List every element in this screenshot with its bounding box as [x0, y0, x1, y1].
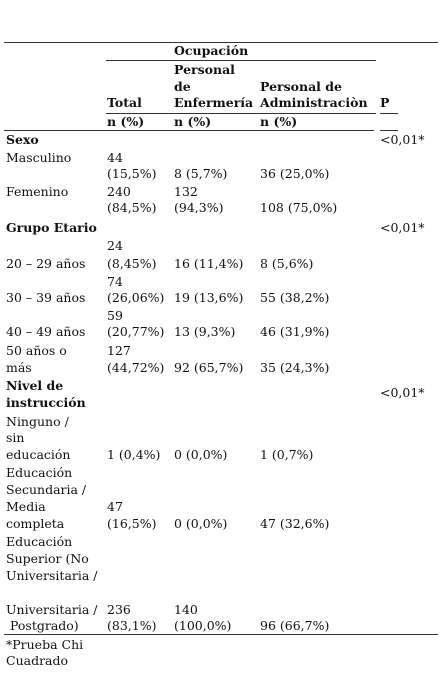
cell-total: (8,45%): [107, 256, 157, 271]
cell-total: (15,5%): [107, 166, 157, 181]
row-label: Secundaria /: [6, 482, 87, 497]
row-label: Ninguno /: [6, 414, 69, 429]
col-adm-header-l2: Personal de: [260, 79, 342, 94]
row-label: sin: [6, 430, 25, 445]
subheader-rule: [4, 130, 374, 131]
bottom-rule: [4, 634, 438, 635]
row-label: Media: [6, 499, 46, 514]
section-title-nivel: Nivel de: [6, 378, 64, 393]
cell-enf: 0 (0,0%): [174, 447, 228, 462]
cell-total: 127: [107, 343, 131, 358]
row-label: Universitaria /: [6, 602, 98, 617]
row-label: 20 – 29 años: [6, 256, 86, 271]
group-header: Ocupación: [174, 43, 249, 58]
col-enf-sub: n (%): [174, 114, 212, 129]
cell-enf: 19 (13,6%): [174, 290, 244, 305]
row-label: Educación: [6, 534, 73, 549]
row-label: Postgrado): [6, 618, 79, 633]
row-label: Superior (No: [6, 551, 89, 566]
section-title-grupo-etario: Grupo Etario: [6, 220, 97, 235]
section-title-sexo: Sexo: [6, 132, 39, 147]
cell-total: 24: [107, 238, 123, 253]
cell-enf: 132: [174, 184, 198, 199]
cell-total: 47: [107, 499, 123, 514]
cell-adm: 55 (38,2%): [260, 290, 330, 305]
section-p-sexo: <0,01*: [380, 132, 425, 147]
cell-total: 1 (0,4%): [107, 447, 161, 462]
cell-adm: 46 (31,9%): [260, 324, 330, 339]
row-label: completa: [6, 516, 65, 531]
col-adm-header-l3: Administraciòn: [260, 95, 368, 110]
col-enf-header-l2: de: [174, 79, 191, 94]
ocupacion-rule: [106, 60, 376, 61]
row-label: 40 – 49 años: [6, 324, 86, 339]
cell-adm: 108 (75,0%): [260, 200, 338, 215]
row-label: 50 años o: [6, 343, 67, 358]
cell-enf: 16 (11,4%): [174, 256, 244, 271]
col-adm-sub: n (%): [260, 114, 298, 129]
row-label: Femenino: [6, 184, 69, 199]
header-rule: [106, 113, 376, 114]
footnote: Cuadrado: [6, 653, 69, 668]
cell-total: (84,5%): [107, 200, 157, 215]
header-rule-p: [380, 113, 398, 114]
cell-enf: 92 (65,7%): [174, 360, 244, 375]
cell-total: (16,5%): [107, 516, 157, 531]
cell-total: (44,72%): [107, 360, 165, 375]
subheader-rule-p: [380, 130, 398, 131]
row-label: más: [6, 360, 32, 375]
cell-total: 74: [107, 274, 123, 289]
cell-adm: 35 (24,3%): [260, 360, 330, 375]
row-label: Universitaria /: [6, 568, 98, 583]
section-p-nivel: <0,01*: [380, 385, 425, 400]
col-p-header: P: [380, 95, 390, 110]
row-label: educación: [6, 447, 71, 462]
cell-total: (26,06%): [107, 290, 165, 305]
col-enf-header-l1: Personal: [174, 62, 235, 77]
section-p-grupo-etario: <0,01*: [380, 220, 425, 235]
cell-total: 44: [107, 150, 123, 165]
cell-total: (20,77%): [107, 324, 165, 339]
top-rule: [4, 42, 438, 43]
col-total-header: Total: [107, 95, 142, 110]
cell-enf: 140: [174, 602, 198, 617]
row-label: Masculino: [6, 150, 72, 165]
cell-enf: (94,3%): [174, 200, 224, 215]
col-enf-header-l3: Enfermería: [174, 95, 254, 110]
footnote: *Prueba Chi: [6, 637, 84, 652]
cell-enf: 8 (5,7%): [174, 166, 228, 181]
section-title-nivel: instrucción: [6, 395, 86, 410]
cell-adm: 1 (0,7%): [260, 447, 314, 462]
cell-adm: 8 (5,6%): [260, 256, 314, 271]
cell-adm: 47 (32,6%): [260, 516, 330, 531]
cell-total: 236: [107, 602, 131, 617]
cell-total: 59: [107, 308, 123, 323]
cell-adm: 36 (25,0%): [260, 166, 330, 181]
col-total-sub: n (%): [107, 114, 145, 129]
cell-total: 240: [107, 184, 131, 199]
cell-enf: 13 (9,3%): [174, 324, 236, 339]
row-label: 30 – 39 años: [6, 290, 86, 305]
cell-enf: (100,0%): [174, 618, 232, 633]
cell-enf: 0 (0,0%): [174, 516, 228, 531]
cell-total: (83,1%): [107, 618, 157, 633]
cell-adm: 96 (66,7%): [260, 618, 330, 633]
row-label: Educación: [6, 465, 73, 480]
